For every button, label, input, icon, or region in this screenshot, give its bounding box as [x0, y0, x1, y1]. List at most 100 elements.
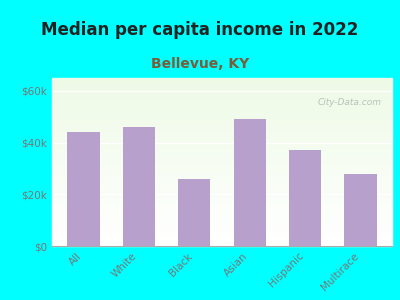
Bar	[52, 137, 392, 139]
Bar	[52, 123, 392, 125]
Bar	[52, 118, 392, 120]
Bar	[52, 202, 392, 204]
Bar	[52, 83, 392, 85]
Bar	[52, 92, 392, 93]
Bar	[52, 201, 392, 202]
Bar	[52, 105, 392, 106]
Bar	[52, 85, 392, 86]
Bar	[52, 132, 392, 134]
Bar	[289, 150, 321, 246]
Bar	[52, 81, 392, 83]
Bar	[52, 190, 392, 192]
Bar	[52, 169, 392, 170]
Bar	[52, 127, 392, 128]
Bar	[52, 231, 392, 232]
Bar	[52, 229, 392, 231]
Bar	[52, 182, 392, 184]
Bar	[52, 244, 392, 246]
Bar	[344, 174, 376, 246]
Bar	[52, 227, 392, 229]
Text: City-Data.com: City-Data.com	[318, 98, 382, 107]
Bar	[52, 241, 392, 243]
Bar	[52, 243, 392, 244]
Bar	[52, 232, 392, 234]
Bar	[52, 86, 392, 88]
Bar	[52, 145, 392, 147]
Bar	[52, 214, 392, 216]
Bar	[52, 218, 392, 219]
Bar	[52, 184, 392, 185]
Bar	[52, 78, 392, 80]
Bar	[52, 143, 392, 145]
Bar	[52, 207, 392, 209]
Text: Median per capita income in 2022: Median per capita income in 2022	[41, 21, 359, 39]
Bar	[52, 157, 392, 159]
Bar	[52, 112, 392, 113]
Bar	[52, 206, 392, 207]
Bar	[52, 192, 392, 194]
Bar	[52, 181, 392, 182]
Bar	[52, 187, 392, 189]
Bar	[52, 155, 392, 157]
Bar	[52, 128, 392, 130]
Bar	[52, 179, 392, 181]
Bar	[52, 80, 392, 81]
Bar	[52, 194, 392, 196]
Bar	[52, 164, 392, 165]
Bar	[234, 119, 266, 246]
Bar	[52, 98, 392, 100]
Bar	[52, 150, 392, 152]
Bar	[52, 223, 392, 224]
Bar	[68, 132, 100, 246]
Bar	[52, 101, 392, 103]
Bar	[52, 176, 392, 177]
Bar	[52, 90, 392, 92]
Bar	[52, 139, 392, 140]
Bar	[52, 221, 392, 223]
Bar	[52, 174, 392, 176]
Bar	[52, 154, 392, 155]
Bar	[52, 103, 392, 105]
Bar	[52, 224, 392, 226]
Bar	[52, 122, 392, 123]
Bar	[52, 148, 392, 150]
Bar	[52, 125, 392, 127]
Bar	[52, 209, 392, 211]
Bar	[52, 160, 392, 162]
Bar	[52, 216, 392, 218]
Bar	[52, 165, 392, 167]
Bar	[52, 130, 392, 132]
Bar	[52, 238, 392, 239]
Bar	[52, 211, 392, 212]
Bar	[52, 120, 392, 122]
Bar	[52, 177, 392, 179]
Bar	[52, 204, 392, 206]
Bar	[52, 108, 392, 110]
Bar	[52, 152, 392, 154]
Bar	[52, 212, 392, 214]
Bar	[52, 93, 392, 95]
Bar	[52, 110, 392, 112]
Bar	[52, 159, 392, 160]
Text: Bellevue, KY: Bellevue, KY	[151, 57, 249, 71]
Bar	[52, 236, 392, 238]
Bar	[52, 140, 392, 142]
Bar	[52, 106, 392, 108]
Bar	[52, 170, 392, 172]
Bar	[178, 179, 210, 246]
Bar	[52, 134, 392, 135]
Bar	[52, 100, 392, 101]
Bar	[52, 172, 392, 174]
Bar	[52, 162, 392, 164]
Bar	[52, 142, 392, 143]
Bar	[52, 199, 392, 201]
Bar	[52, 196, 392, 197]
Bar	[52, 97, 392, 98]
Bar	[52, 219, 392, 221]
Bar	[52, 115, 392, 117]
Bar	[52, 167, 392, 169]
Bar	[52, 189, 392, 190]
Bar	[52, 95, 392, 97]
Bar	[123, 127, 155, 246]
Bar	[52, 226, 392, 227]
